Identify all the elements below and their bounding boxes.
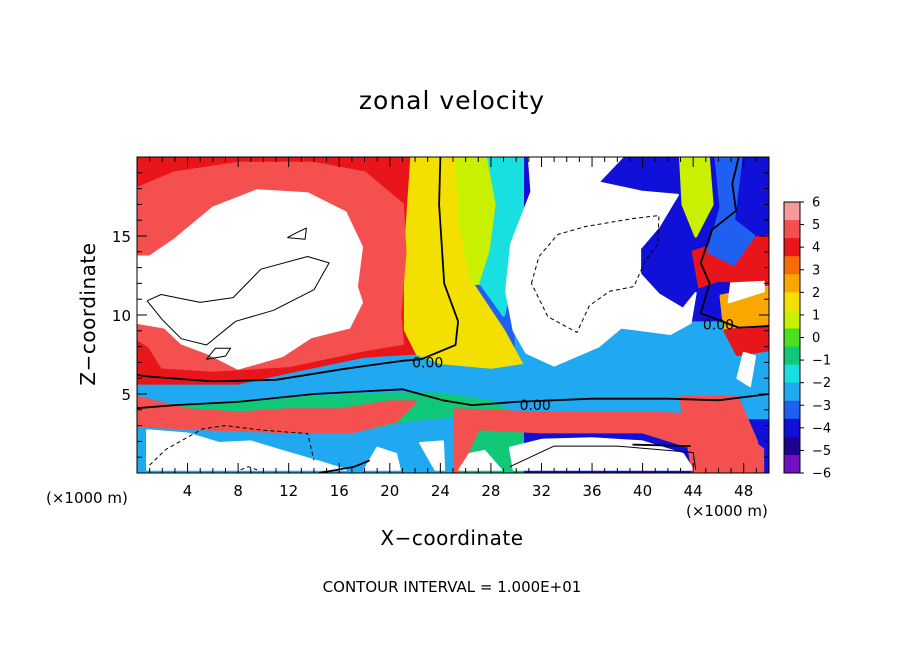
y-tick-label: 5 (121, 386, 131, 404)
colorbar-label: −5 (812, 444, 831, 459)
colorbar: 6 5 4 3 2 1 0 −1 −2 −3 −4 −5 −6 (783, 196, 831, 482)
x-tick-label: 24 (431, 482, 450, 500)
negative-contour-2 (240, 466, 258, 471)
colorbar-swatch (784, 238, 800, 257)
x-tick-label: 32 (532, 482, 551, 500)
negative-contour-1 (149, 425, 315, 466)
colorbar-swatch (784, 202, 800, 221)
colorbar-swatch (784, 454, 800, 474)
x-tick-label: 48 (734, 482, 753, 500)
x-tick-label: 44 (684, 482, 703, 500)
field-region-16 (679, 395, 765, 473)
colorbar-label: −3 (812, 399, 831, 414)
colorbar-label: 1 (812, 308, 820, 323)
y-tick-label: 10 (112, 307, 131, 325)
colorbar-swatch (784, 346, 800, 366)
colorbar-label: −6 (812, 467, 831, 482)
x-tick-label: 40 (633, 482, 652, 500)
contour-labels: 0.00 0.00 0.00 (412, 317, 734, 414)
contour-label-0: 0.00 (412, 355, 443, 371)
contour-lines (137, 157, 769, 473)
y-tick-label: 15 (112, 228, 131, 246)
colorbar-swatch (784, 418, 800, 438)
colorbar-swatch (784, 328, 800, 348)
negative-contour-0 (530, 215, 660, 333)
contour-label-1: 0.00 (520, 398, 551, 414)
zero-contour-3 (318, 459, 370, 473)
colorbar-swatch (784, 256, 800, 275)
x-tick-label: 28 (481, 482, 500, 500)
zero-contour-4 (632, 443, 691, 447)
positive-contour-2 (287, 227, 307, 240)
x-tick-label: 36 (582, 482, 601, 500)
colorbar-label: 2 (812, 286, 820, 301)
colorbar-swatch (784, 436, 800, 456)
colorbar-swatch (784, 220, 800, 239)
colorbar-swatch (784, 364, 800, 384)
x-tick-label: 12 (279, 482, 298, 500)
colorbar-swatch (784, 274, 800, 293)
colorbar-label: 4 (812, 241, 820, 256)
field-region-17 (679, 157, 714, 238)
x-tick-label: 16 (330, 482, 349, 500)
colorbar-label: 0 (812, 331, 820, 346)
zero-contour-2 (137, 388, 769, 410)
colorbar-label: 5 (812, 218, 820, 233)
colorbar-swatch (784, 400, 800, 420)
positive-contour-1 (206, 347, 231, 360)
x-axis-label: X−coordinate (380, 526, 524, 550)
zero-contour-0 (137, 157, 460, 383)
x-unit-label-left: (×1000 m) (46, 489, 128, 507)
plot-area (137, 157, 769, 473)
out-of-range-region-1 (505, 157, 697, 367)
colorbar-swatch (784, 292, 800, 311)
positive-contour-3 (509, 445, 697, 470)
x-tick-label: 20 (380, 482, 399, 500)
colorbar-swatch (784, 382, 800, 402)
colorbar-label: −4 (812, 421, 831, 436)
positive-contour-0 (146, 256, 330, 346)
out-of-range-region-5 (419, 440, 446, 471)
colorbar-label: 6 (812, 196, 820, 211)
field-region-11 (137, 395, 417, 434)
x-unit-label-right: (×1000 m) (686, 502, 768, 520)
out-of-range-region-7 (727, 280, 765, 304)
colorbar-label: 3 (812, 263, 820, 278)
x-tick-label: 8 (233, 482, 243, 500)
out-of-range-region-8 (736, 351, 757, 388)
x-tick-label: 4 (183, 482, 193, 500)
field-region-18 (706, 157, 756, 266)
colorbar-label: −2 (812, 376, 831, 391)
contour-interval-note: CONTOUR INTERVAL = 1.000E+01 (322, 578, 582, 596)
zero-contour-1 (699, 157, 769, 329)
out-of-range-region-3 (363, 446, 401, 471)
chart-title: zonal velocity (358, 86, 546, 115)
colorbar-swatch (784, 310, 800, 329)
contour-label-2: 0.00 (703, 317, 734, 333)
colorbar-label: −1 (812, 354, 831, 369)
